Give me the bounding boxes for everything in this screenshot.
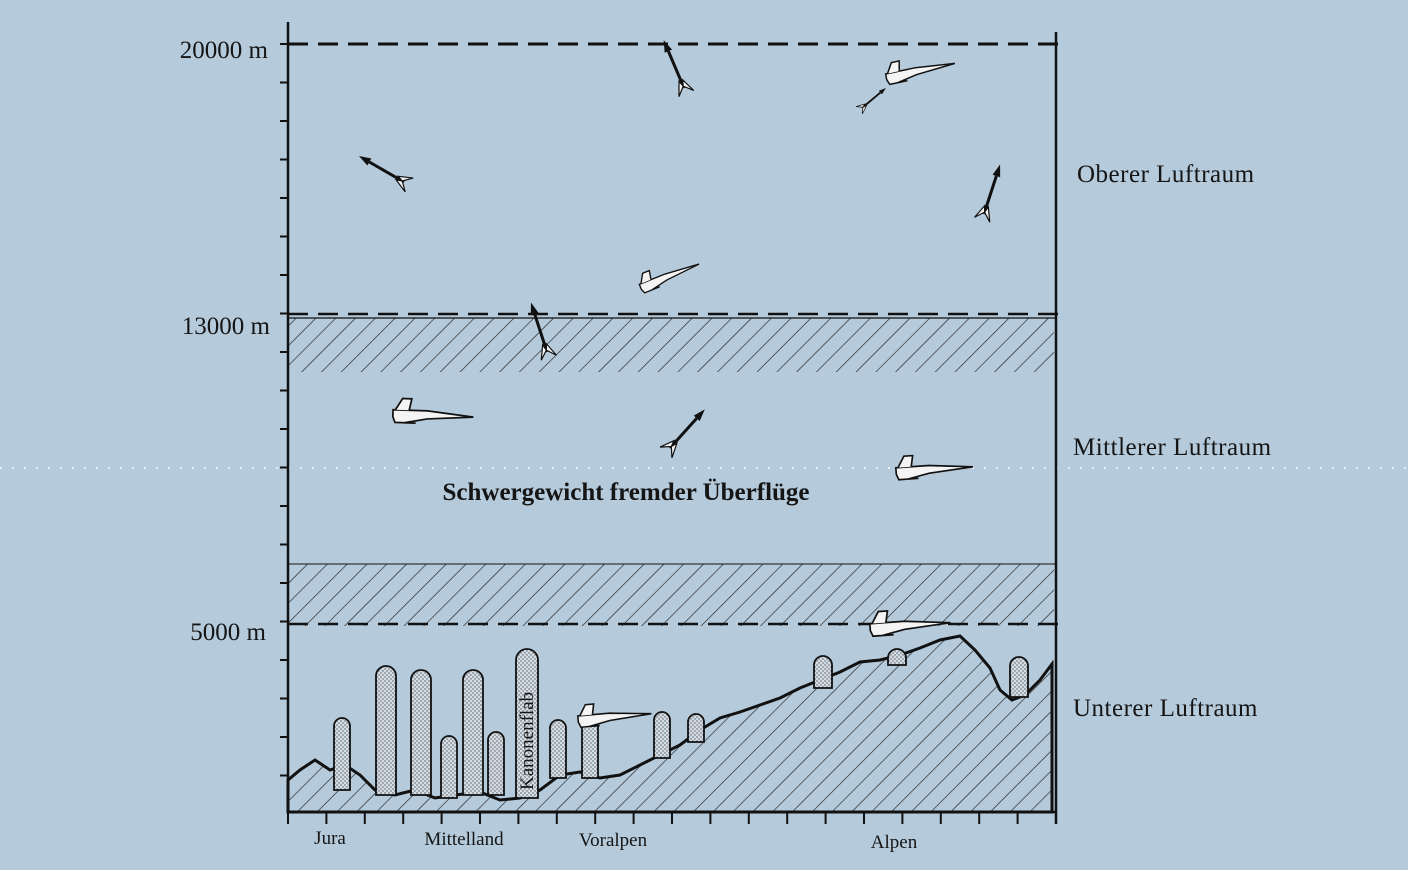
jet-icon	[576, 698, 653, 729]
flak-label: Kanonenflab	[517, 692, 538, 790]
missile-icon	[658, 402, 713, 460]
altitude-label-5000: 5000 m	[190, 619, 266, 646]
missile-icon	[654, 35, 696, 99]
altitude-label-13000: 13000 m	[182, 313, 271, 340]
jet-icon	[391, 397, 475, 427]
terrain-profile	[286, 634, 1054, 814]
flak-columns	[333, 648, 1029, 799]
lower-transition-band	[288, 564, 1054, 626]
jet-icon	[894, 450, 975, 481]
altitude-ticks	[280, 43, 288, 777]
missile-icon	[855, 83, 890, 115]
region-label-voralpen: Voralpen	[579, 830, 648, 851]
jet-icon	[635, 251, 703, 295]
zone-label-lower: Unterer Luftraum	[1073, 695, 1258, 722]
region-label-mittelland: Mittelland	[424, 829, 504, 850]
missile-icon	[353, 147, 415, 194]
ground-ticks	[287, 812, 1057, 824]
missiles	[353, 35, 1010, 460]
zone-label-upper: Oberer Luftraum	[1077, 161, 1255, 188]
region-label-jura: Jura	[314, 828, 346, 849]
region-label-alpen: Alpen	[871, 832, 918, 853]
upper-transition-band	[288, 318, 1054, 372]
zone-label-middle: Mittlerer Luftraum	[1073, 434, 1272, 461]
overflight-caption: Schwergewicht fremder Überflüge	[442, 479, 809, 506]
altitude-label-20000: 20000 m	[180, 37, 269, 64]
missile-icon	[973, 160, 1010, 224]
jet-icon	[882, 48, 958, 86]
